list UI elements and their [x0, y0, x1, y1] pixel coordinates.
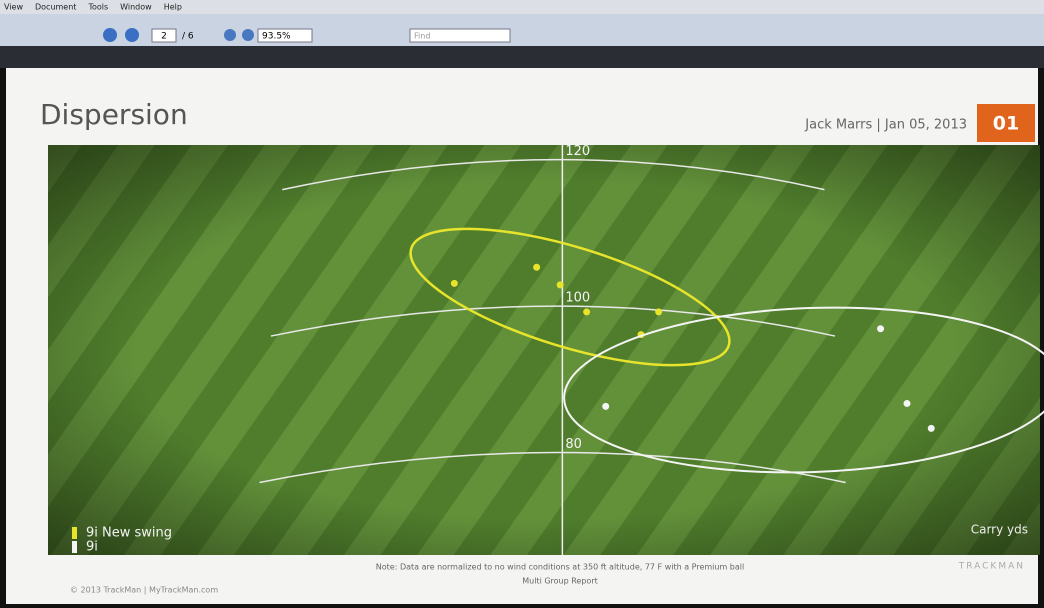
- menu-bar: [0, 0, 1044, 14]
- menu-item[interactable]: Document: [35, 3, 76, 12]
- zoom-out[interactable]: [224, 29, 236, 41]
- page-number: 01: [993, 113, 1019, 135]
- menu-item[interactable]: Window: [120, 3, 152, 12]
- y-tick-label: 120: [565, 144, 590, 159]
- y-tick-label: 100: [565, 291, 590, 306]
- menu-item[interactable]: View: [4, 3, 23, 12]
- page-current: 2: [161, 32, 167, 42]
- slide-title: Dispersion: [40, 98, 188, 131]
- legend-label: 9i: [86, 540, 98, 555]
- zoom-in[interactable]: [242, 29, 254, 41]
- page: ViewDocumentToolsWindowHelp 2 / 6 93.5% …: [0, 0, 1044, 604]
- data-point: [903, 400, 910, 407]
- legend-swatch: [72, 527, 77, 539]
- author-date: Jack Marrs | Jan 05, 2013: [804, 118, 967, 133]
- prev-button[interactable]: [103, 28, 117, 42]
- data-point: [557, 281, 564, 288]
- data-point: [602, 403, 609, 410]
- note: Note: Data are normalized to no wind con…: [376, 563, 744, 572]
- data-point: [451, 280, 458, 287]
- plot-vignette: [48, 145, 1040, 555]
- data-point: [877, 325, 884, 332]
- report-name: Multi Group Report: [522, 577, 598, 586]
- legend-label: 9i New swing: [86, 526, 172, 541]
- data-point: [928, 425, 935, 432]
- y-tick-label: 80: [565, 437, 582, 452]
- screen: ViewDocumentToolsWindowHelp 2 / 6 93.5% …: [0, 0, 1044, 604]
- menu-item[interactable]: Tools: [87, 3, 108, 12]
- page-total: / 6: [182, 32, 194, 42]
- data-point: [655, 308, 662, 315]
- next-button[interactable]: [125, 28, 139, 42]
- find: Find: [414, 32, 430, 41]
- zoom: 93.5%: [262, 32, 291, 42]
- data-point: [583, 308, 590, 315]
- axis-label: Carry yds: [971, 523, 1028, 537]
- viewer-gap: [0, 46, 1044, 68]
- menu-item[interactable]: Help: [164, 3, 182, 12]
- logo: TRACKMAN: [958, 562, 1025, 572]
- data-point: [533, 264, 540, 271]
- copyright: © 2013 TrackMan | MyTrackMan.com: [70, 586, 218, 595]
- legend-swatch: [72, 541, 77, 553]
